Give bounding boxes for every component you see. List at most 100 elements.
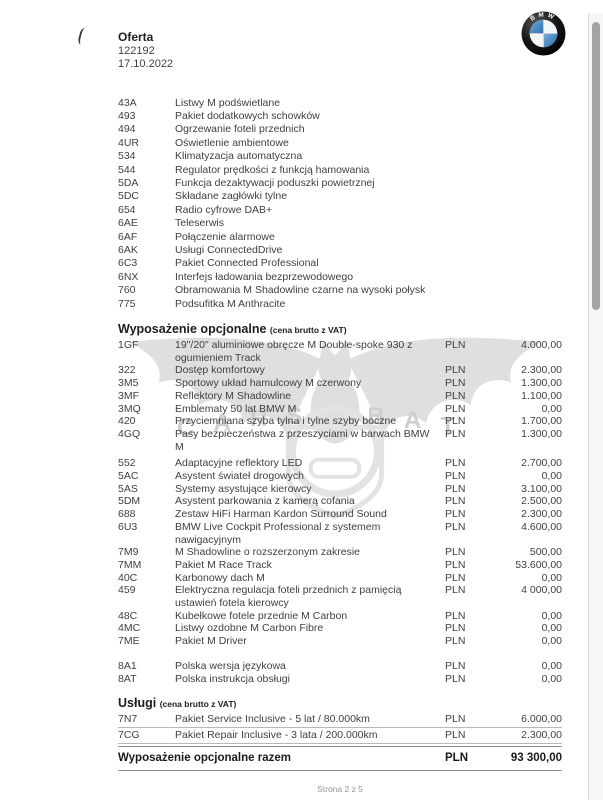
equipment-code: 40C bbox=[118, 571, 138, 584]
equipment-description: Podsufitka M Anthracite bbox=[175, 297, 286, 310]
bmw-logo: BMW bbox=[521, 11, 566, 56]
priced-equipment-row: 3M5 Sportowy układ hamulcowy M czerwony … bbox=[118, 377, 562, 390]
priced-equipment-row: 5AS Systemy asystujące kierowcy PLN 3.10… bbox=[118, 483, 562, 496]
equipment-description: Reflektory M Shadowline bbox=[175, 389, 292, 402]
equipment-code: 6NX bbox=[118, 270, 139, 283]
priced-equipment-row: 4MC Listwy ozdobne M Carbon Fibre PLN 0,… bbox=[118, 622, 562, 635]
equipment-description: Obramowania M Shadowline czarne na wysok… bbox=[175, 284, 426, 297]
price-value: 0,00 bbox=[541, 609, 562, 622]
equipment-code: 7M9 bbox=[118, 546, 139, 559]
equipment-row: 760 Obramowania M Shadowline czarne na w… bbox=[118, 284, 562, 297]
equipment-code: 493 bbox=[118, 109, 136, 122]
currency-label: PLN bbox=[445, 609, 466, 622]
priced-equipment-row: 7MM Pakiet M Race Track PLN 53.600,00 bbox=[118, 559, 562, 572]
price-value: 0,00 bbox=[541, 402, 562, 415]
equipment-code: 688 bbox=[118, 508, 136, 521]
equipment-code: 5AC bbox=[118, 470, 139, 483]
equipment-description: Polska wersja językowa bbox=[175, 659, 286, 672]
page-number-footer: Strona 2 z 5 bbox=[317, 783, 363, 794]
price-value: 4.000,00 bbox=[521, 339, 562, 351]
equipment-code: 654 bbox=[118, 203, 136, 216]
section-title: Usługi bbox=[118, 696, 157, 711]
total-currency: PLN bbox=[445, 751, 468, 764]
equipment-code: 5DA bbox=[118, 176, 139, 189]
currency-label: PLN bbox=[445, 402, 466, 415]
priced-equipment-row: 8AT Polska instrukcja obsługi PLN 0,00 bbox=[118, 673, 562, 686]
equipment-description: Listwy M podświetlane bbox=[175, 96, 281, 109]
priced-equipment-row: 8A1 Polska wersja językowa PLN 0,00 bbox=[118, 660, 562, 673]
service-code: 7CG bbox=[118, 728, 140, 741]
currency-label: PLN bbox=[445, 377, 466, 390]
equipment-description: Kubełkowe fotele przednie M Carbon bbox=[175, 609, 348, 622]
currency-label: PLN bbox=[445, 389, 466, 402]
standard-equipment-list: 43A Listwy M podświetlane 493 Pakiet dod… bbox=[118, 97, 562, 312]
price-value: 53.600,00 bbox=[515, 558, 562, 571]
service-description: Pakiet Service Inclusive - 5 lat / 80.00… bbox=[175, 713, 370, 726]
document-header: Oferta 122192 17.10.2022 bbox=[118, 0, 562, 72]
price-value: 1.100,00 bbox=[521, 389, 562, 402]
scrollbar-track[interactable] bbox=[588, 13, 603, 800]
equipment-description: Emblematy 50 lat BMW M bbox=[175, 402, 297, 415]
equipment-description: Zestaw HiFi Harman Kardon Surround Sound bbox=[175, 508, 387, 521]
price-value: 1.300,00 bbox=[521, 427, 562, 440]
equipment-description: 19"/20" aluminiowe obręcze M Double-spok… bbox=[175, 339, 413, 364]
equipment-code: 8A1 bbox=[118, 659, 137, 672]
equipment-row: 494 Ogrzewanie foteli przednich bbox=[118, 123, 562, 136]
priced-equipment-row: 1GF 19"/20" aluminiowe obręcze M Double-… bbox=[118, 339, 562, 364]
price-value: 0,00 bbox=[541, 635, 562, 648]
equipment-description: Usługi ConnectedDrive bbox=[175, 243, 283, 256]
priced-equipment-row: 5AC Asystent świateł drogowych PLN 0,00 bbox=[118, 470, 562, 483]
equipment-code: 5DM bbox=[118, 495, 141, 508]
equipment-code: 760 bbox=[118, 284, 136, 297]
equipment-row: 4UR Oświetlenie ambientowe bbox=[118, 137, 562, 150]
currency-label: PLN bbox=[445, 558, 466, 571]
equipment-code: 534 bbox=[118, 150, 136, 163]
equipment-description: Adaptacyjne reflektory LED bbox=[175, 457, 303, 470]
equipment-code: 6AE bbox=[118, 217, 138, 230]
equipment-code: 552 bbox=[118, 457, 136, 470]
equipment-code: 544 bbox=[118, 163, 136, 176]
equipment-row: 6AK Usługi ConnectedDrive bbox=[118, 244, 562, 257]
price-value: 0,00 bbox=[541, 622, 562, 635]
equipment-row: 534 Klimatyzacja automatyczna bbox=[118, 150, 562, 163]
service-code: 7N7 bbox=[118, 713, 138, 726]
equipment-code: 43A bbox=[118, 96, 137, 109]
price-value: 0,00 bbox=[541, 659, 562, 672]
priced-equipment-row: 459 Elektryczna regulacja foteli przedni… bbox=[118, 584, 562, 609]
priced-equipment-row: 7M9 M Shadowline o rozszerzonym zakresie… bbox=[118, 546, 562, 559]
priced-equipment-row: 688 Zestaw HiFi Harman Kardon Surround S… bbox=[118, 508, 562, 521]
currency-label: PLN bbox=[445, 470, 466, 483]
currency-label: PLN bbox=[445, 713, 466, 726]
section-title: Wyposażenie opcjonalne bbox=[118, 322, 267, 336]
service-row: 7N7 Pakiet Service Inclusive - 5 lat / 8… bbox=[118, 713, 562, 728]
priced-equipment-row: 4GQ Pasy bezpieczeństwa z przeszyciami w… bbox=[118, 428, 562, 453]
total-row: Wyposażenie opcjonalne razem PLN 93 300,… bbox=[118, 745, 562, 771]
scrollbar-thumb[interactable] bbox=[592, 22, 600, 310]
currency-label: PLN bbox=[445, 482, 466, 495]
price-value: 1.700,00 bbox=[521, 415, 562, 428]
equipment-code: 322 bbox=[118, 364, 136, 377]
equipment-code: 4GQ bbox=[118, 427, 141, 440]
equipment-description: Karbonowy dach M bbox=[175, 571, 265, 584]
currency-label: PLN bbox=[445, 364, 466, 377]
equipment-code: 3M5 bbox=[118, 377, 139, 390]
equipment-code: 6U3 bbox=[118, 520, 138, 533]
total-label: Wyposażenie opcjonalne razem bbox=[118, 751, 291, 764]
equipment-description: Połączenie alarmowe bbox=[175, 230, 275, 243]
svg-text:BMW: BMW bbox=[529, 11, 558, 22]
section-subtitle: (cena brutto z VAT) bbox=[159, 699, 237, 710]
priced-equipment-row: 5DM Asystent parkowania z kamerą cofania… bbox=[118, 495, 562, 508]
equipment-description: Radio cyfrowe DAB+ bbox=[175, 203, 273, 216]
equipment-description: Dostęp komfortowy bbox=[175, 364, 265, 377]
equipment-code: 6C3 bbox=[118, 257, 138, 270]
equipment-code: 4UR bbox=[118, 136, 140, 149]
document-content: Oferta 122192 17.10.2022 43A Listwy M po… bbox=[118, 0, 562, 794]
equipment-row: 6C3 Pakiet Connected Professional bbox=[118, 257, 562, 270]
equipment-code: 8AT bbox=[118, 672, 137, 685]
currency-label: PLN bbox=[445, 415, 466, 428]
equipment-row: 654 Radio cyfrowe DAB+ bbox=[118, 204, 562, 217]
price-value: 4 000,00 bbox=[521, 584, 562, 597]
price-value: 1.300,00 bbox=[521, 377, 562, 390]
priced-equipment-row: 48C Kubełkowe fotele przednie M Carbon P… bbox=[118, 610, 562, 623]
